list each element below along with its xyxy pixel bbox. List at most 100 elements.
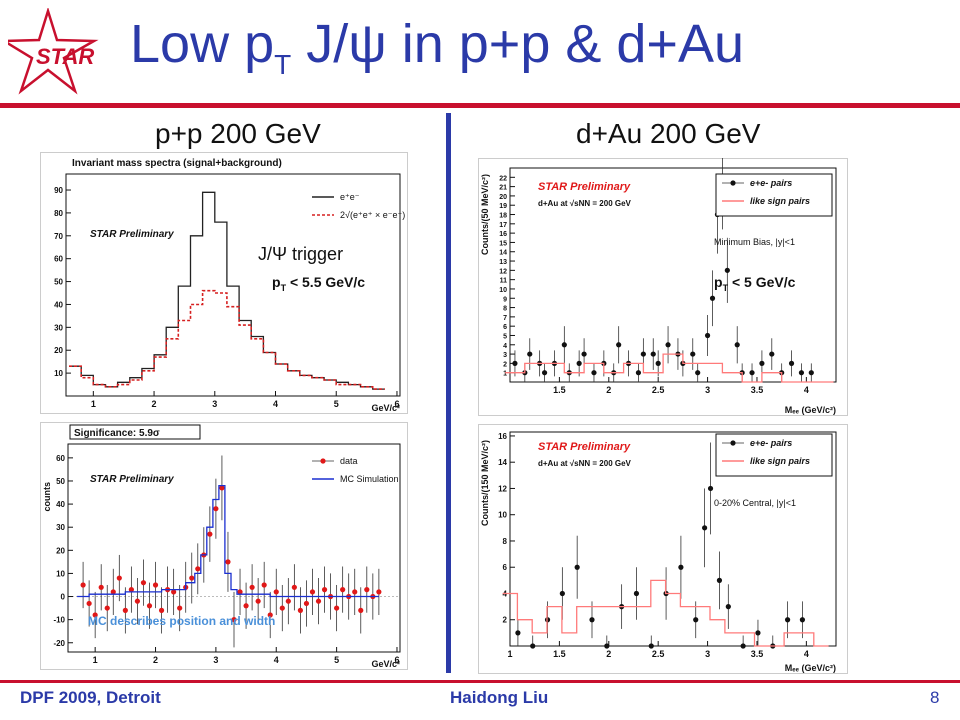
data-point [725, 604, 731, 610]
dau-pt-cut-label: pT < 5 GeV/c [714, 274, 795, 293]
data-point [704, 332, 711, 339]
slide-title: Low pT J/ψ in p+p & d+Au [130, 12, 744, 97]
y-tick-label: 21 [499, 185, 507, 192]
data-point [92, 612, 98, 618]
data-point [358, 607, 364, 613]
data-point [134, 598, 141, 604]
data-point [285, 598, 291, 604]
y-tick-label: 10 [56, 569, 65, 578]
y-tick-label: 70 [54, 232, 63, 241]
chart-annotation: STAR Preliminary [538, 181, 631, 193]
legend-label: e+e- pairs [750, 178, 792, 188]
y-tick-label: 80 [54, 209, 63, 218]
data-point [695, 370, 701, 376]
y-tick-label: 12 [498, 484, 507, 493]
y-tick-label: 2 [503, 361, 507, 368]
data-point [334, 605, 340, 611]
series-line [77, 484, 379, 598]
y-tick-label: 14 [499, 250, 507, 257]
data-point [541, 370, 548, 376]
y-tick-label: 0 [61, 593, 66, 602]
data-point [104, 605, 110, 611]
data-point [225, 559, 231, 565]
x-tick-label: 6 [394, 399, 399, 409]
data-point [693, 617, 699, 623]
chart-title: Significance: 5.9σ [74, 428, 160, 439]
legend-label: 2√(e⁺e⁺ × e⁻e⁻) [340, 210, 405, 220]
header-rule [0, 103, 960, 108]
title-box [69, 424, 201, 440]
series-line [502, 579, 829, 647]
y-tick-label: 50 [54, 278, 63, 287]
data-point [709, 295, 716, 301]
data-point [122, 607, 128, 613]
data-point [527, 351, 533, 357]
y-tick-label: 90 [54, 186, 63, 195]
legend-box [715, 433, 833, 477]
data-point [716, 577, 723, 583]
y-tick-label: 20 [54, 346, 63, 355]
data-point [267, 612, 273, 618]
y-tick-label: 60 [54, 255, 63, 264]
data-point [237, 589, 243, 595]
data-point [315, 598, 322, 604]
data-point [219, 485, 225, 491]
dau-pt-rest: < 5 GeV/c [728, 274, 796, 290]
x-tick-label: 3 [212, 399, 217, 409]
y-axis-label: Counts/(50 MeV/c²) [480, 174, 490, 255]
y-tick-label: 20 [499, 194, 507, 201]
x-axis-label: Mₑₑ (GeV/c²) [785, 663, 836, 673]
data-point [146, 603, 153, 609]
y-tick-label: 10 [54, 369, 63, 378]
data-point [724, 267, 730, 273]
data-point [799, 617, 806, 623]
y-tick-label: 5 [503, 333, 507, 340]
x-tick-label: 2 [606, 649, 611, 659]
y-tick-label: 40 [54, 300, 63, 309]
data-point [808, 370, 814, 376]
y-tick-label: 60 [56, 454, 65, 463]
x-tick-label: 4 [274, 655, 279, 665]
dau-heading: d+Au 200 GeV [576, 118, 761, 149]
data-point [561, 342, 567, 348]
data-point [581, 351, 587, 357]
data-point [261, 582, 267, 588]
chart-title: Invariant mass spectra (signal+backgroun… [72, 158, 282, 169]
chart-note: 0-20% Central, |y|<1 [714, 498, 796, 508]
data-point [734, 342, 740, 348]
footer-rule [0, 680, 960, 683]
legend-box [715, 173, 833, 217]
y-tick-label: 10 [498, 511, 507, 520]
y-tick-label: 14 [498, 458, 507, 467]
data-point [788, 360, 795, 366]
chart-annotation-sub: d+Au at √sNN = 200 GeV [538, 199, 632, 208]
x-tick-label: 6 [394, 655, 399, 665]
x-axis-label: GeV/c² [371, 403, 400, 413]
legend-label: like sign pairs [750, 456, 810, 466]
data-point [116, 575, 122, 581]
y-tick-label: 9 [503, 296, 507, 303]
dau-pt-p: p [714, 274, 723, 290]
data-point [152, 582, 159, 588]
x-tick-label: 2.5 [652, 385, 665, 395]
y-tick-label: 12 [499, 268, 507, 275]
x-tick-label: 4 [804, 649, 809, 659]
x-tick-label: 5 [334, 399, 339, 409]
x-tick-label: 1.5 [553, 385, 566, 395]
y-axis-label: counts [42, 482, 52, 512]
dau-minbias-chart: 1.5 2 2.5 3 3.5 41234567891011121314151617181… [478, 158, 848, 416]
data-point [648, 643, 654, 649]
chart-background [40, 152, 408, 414]
y-tick-label: 15 [499, 240, 507, 247]
y-tick-label: 8 [503, 537, 508, 546]
title-prefix: Low p [130, 14, 275, 74]
y-tick-label: -10 [53, 616, 65, 625]
y-tick-label: -20 [53, 639, 65, 648]
data-point [650, 351, 656, 357]
footer-author: Haidong Liu [450, 688, 549, 707]
data-point [749, 370, 755, 376]
plot-frame [65, 173, 401, 397]
legend-swatch-point [730, 440, 736, 446]
data-point [574, 564, 580, 570]
pp-signal-chart: 1 2 3 4 5 6 -20 -10 0 10 20 30 40 50 60 Significance: 5… [40, 422, 408, 670]
